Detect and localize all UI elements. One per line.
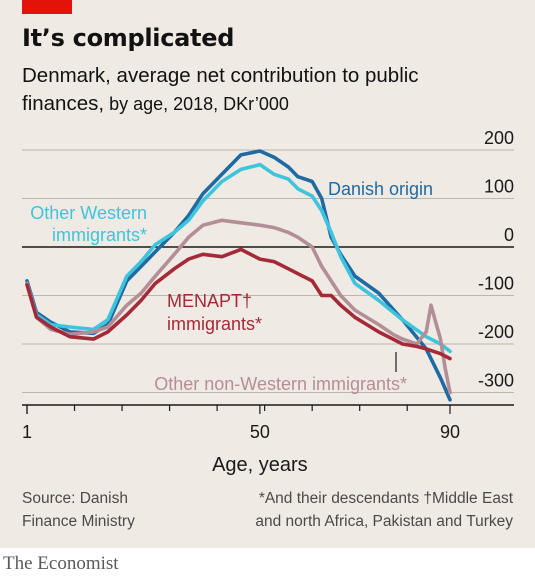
y-tick-label: 0 [504, 225, 514, 245]
series-lines [25, 149, 452, 402]
series-line [25, 247, 452, 361]
series-label: Danish origin [328, 179, 433, 199]
y-tick-label: -200 [478, 322, 514, 342]
subtitle-main: Denmark, average net contribution to pub… [22, 64, 419, 115]
series-label: Other Western [30, 203, 147, 223]
source-note: Source: Danish Finance Ministry [22, 487, 135, 533]
economist-red-tag [22, 0, 72, 14]
series-label: MENAPT† [167, 291, 252, 311]
subtitle-detail: by age, 2018, DKr’000 [104, 94, 289, 114]
source-line-2: Finance Ministry [22, 513, 135, 530]
line-chart: 200 100 0 -100 -200 -300 1 50 90 Age, years Danish… [22, 130, 514, 476]
y-tick-label: -100 [478, 274, 514, 294]
x-tick-label: 1 [22, 422, 32, 442]
series-line [25, 218, 452, 395]
y-tick-label: 200 [484, 130, 514, 148]
y-tick-label: -300 [478, 371, 514, 391]
series-label: immigrants* [167, 314, 262, 334]
footnote-line-2: and north Africa, Pakistan and Turkey [255, 513, 513, 530]
economist-brand: The Economist [3, 553, 119, 574]
series-label: immigrants* [52, 225, 147, 245]
footnote-line-1: *And their descendants †Middle East [258, 490, 513, 507]
chart-panel: It’s complicated Denmark, average net co… [0, 0, 535, 548]
x-axis-title: Age, years [212, 454, 308, 476]
series-line [25, 162, 452, 354]
chart-labels: 200 100 0 -100 -200 -300 1 50 90 Age, years Danish… [22, 130, 514, 476]
chart-title: It’s complicated [22, 24, 235, 52]
y-tick-label: 100 [484, 177, 514, 197]
x-tick-label: 50 [250, 422, 270, 442]
footnote: *And their descendants †Middle East and … [255, 487, 513, 533]
chart-subtitle: Denmark, average net contribution to pub… [22, 62, 502, 118]
source-line-1: Source: Danish [22, 490, 128, 507]
x-tick-label: 90 [440, 422, 460, 442]
gridlines [22, 149, 514, 393]
series-label: Other non-Western immigrants* [154, 374, 407, 394]
x-axis [22, 404, 514, 414]
